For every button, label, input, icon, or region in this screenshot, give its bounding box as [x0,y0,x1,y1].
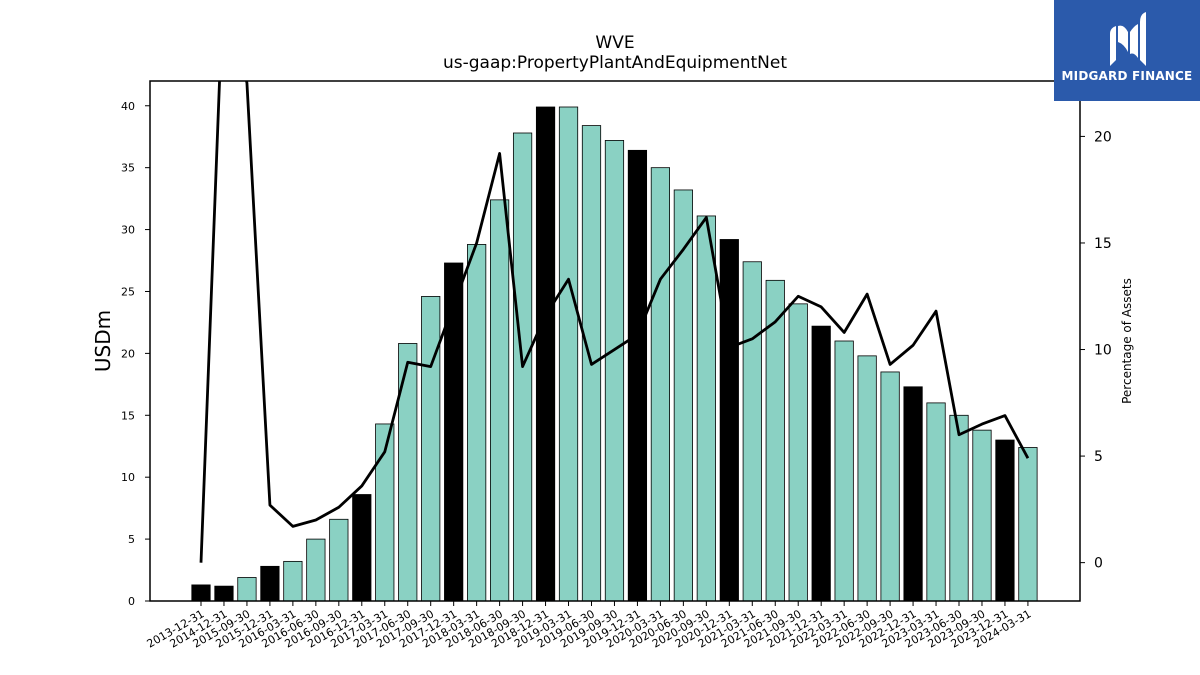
bar-2020-09-30 [696,215,716,602]
y2-tick-label: 10 [1094,343,1112,359]
x-axis: 2013-12-312014-12-312015-09-302015-12-31… [145,601,1033,651]
bar-2020-12-31 [719,239,739,602]
y-tick-label: 5 [128,533,135,546]
bar-2019-09-30 [604,140,625,602]
y-tick-label: 0 [128,595,135,608]
plot-frame [149,80,1081,602]
y-axis-left: 0 5 10 15 20 25 30 35 40 [121,100,150,608]
bar-series [191,106,1038,602]
bar-2022-06-30 [857,355,877,602]
midgard-finance-logo: MIDGARD FINANCE [1054,0,1200,101]
bar-2016-06-30 [306,538,326,602]
y-tick-label: 10 [121,471,135,484]
y2-tick-label: 20 [1094,129,1112,145]
bar-2017-12-31 [444,262,464,602]
bar-2023-06-30 [949,414,969,602]
chart-subtitle: us-gaap:PropertyPlantAndEquipmentNet [443,53,787,73]
y2-tick-label: 0 [1094,556,1103,572]
bar-2023-09-30 [972,429,992,602]
y2-tick-label: 5 [1094,449,1103,465]
y-tick-label: 30 [121,224,135,237]
bar-2018-03-31 [467,244,487,602]
bar-2021-06-30 [765,279,785,602]
y2-axis-label: Percentage of Assets [1120,278,1134,404]
bar-2018-06-30 [490,199,510,602]
bar-2015-09-30 [237,577,257,602]
bar-2018-12-31 [535,106,556,602]
bar-2021-03-31 [742,261,762,602]
y-tick-label: 40 [121,100,135,113]
bar-2016-09-30 [329,518,349,602]
bar-2013-12-31 [191,584,211,602]
line-series [199,81,1030,563]
y-tick-label: 20 [121,347,135,360]
bar-2019-03-31 [558,106,579,602]
y-tick-label: 15 [121,409,135,422]
bar-2017-09-30 [421,296,441,602]
y-axis-label: USDm [91,310,115,372]
bar-2023-03-31 [926,402,946,602]
bar-2023-12-31 [995,439,1015,602]
bar-2024-03-31 [1018,447,1038,602]
bar-2021-09-30 [788,303,808,602]
bar-2022-09-30 [880,371,900,602]
y-axis-right: 0 5 10 15 20 [1080,129,1112,572]
logo-mark-icon [1110,12,1146,66]
logo-text: MIDGARD FINANCE [1061,69,1193,83]
bar-2015-12-31 [260,565,280,602]
bar-2022-03-31 [834,340,854,602]
bar-2021-12-31 [811,325,831,602]
bar-2020-03-31 [650,167,671,602]
y-tick-label: 35 [121,162,135,175]
y2-tick-label: 15 [1094,236,1112,252]
bar-2019-12-31 [627,149,648,602]
bar-2022-12-31 [903,386,923,602]
chart-title: WVE [595,33,635,53]
percentage-line [199,81,1030,563]
bar-2016-03-31 [283,560,303,602]
bar-2014-12-31 [214,585,234,602]
bar-2016-12-31 [352,494,372,602]
y-tick-label: 25 [121,285,135,298]
